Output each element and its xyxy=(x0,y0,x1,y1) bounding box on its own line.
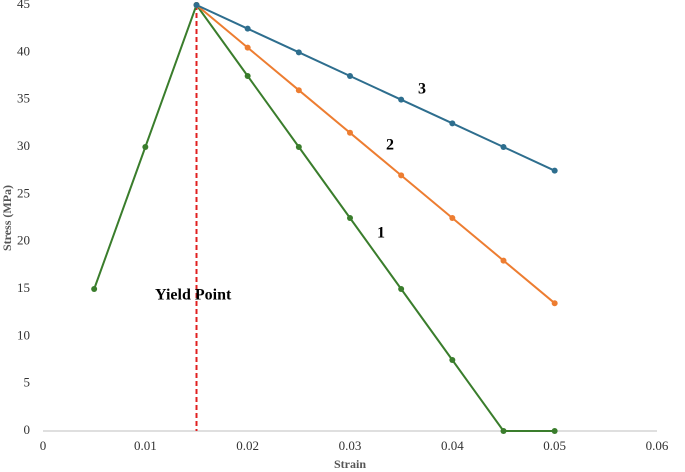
series-label: 3 xyxy=(418,81,426,98)
y-axis-label: Stress (MPa) xyxy=(0,185,14,251)
data-point xyxy=(244,25,251,32)
data-point xyxy=(500,144,507,150)
y-tick-label: 35 xyxy=(17,91,30,106)
data-point xyxy=(398,286,405,292)
data-point xyxy=(142,144,149,150)
data-point xyxy=(449,215,456,221)
series-line xyxy=(196,4,556,172)
x-tick-label: 0.03 xyxy=(339,438,362,453)
y-tick-label: 10 xyxy=(17,327,30,342)
series-line xyxy=(93,2,555,432)
data-point xyxy=(500,428,507,434)
x-tick-label: 0.05 xyxy=(543,438,566,453)
data-point xyxy=(244,44,251,51)
x-tick-label: 0.01 xyxy=(134,438,157,453)
yield-label: Yield Point xyxy=(155,287,232,304)
data-point xyxy=(398,96,405,103)
data-point xyxy=(193,2,200,8)
data-point xyxy=(295,87,302,94)
data-point xyxy=(551,428,558,434)
series-label: 1 xyxy=(377,225,385,242)
data-point xyxy=(551,300,558,307)
data-point xyxy=(295,49,302,56)
x-tick-label: 0.02 xyxy=(236,438,259,453)
series-line xyxy=(195,4,556,304)
y-tick-label: 30 xyxy=(17,138,30,153)
y-tick-label: 5 xyxy=(24,375,31,390)
x-tick-label: 0.04 xyxy=(441,438,464,453)
x-axis-label: Strain xyxy=(334,457,366,471)
data-point xyxy=(347,215,353,221)
data-point xyxy=(551,167,558,174)
series-label: 2 xyxy=(386,137,394,154)
data-point xyxy=(449,357,456,363)
data-point xyxy=(347,73,353,79)
y-tick-label: 0 xyxy=(24,422,31,437)
data-point xyxy=(500,257,507,264)
data-point xyxy=(244,73,251,79)
data-point xyxy=(347,129,353,136)
x-tick-label: 0.06 xyxy=(646,438,669,453)
data-point xyxy=(398,172,405,179)
data-point xyxy=(449,120,456,127)
y-tick-label: 40 xyxy=(17,43,30,58)
y-tick-label: 25 xyxy=(17,185,30,200)
y-tick-label: 15 xyxy=(17,280,30,295)
y-tick-label: 45 xyxy=(17,0,30,11)
y-tick-label: 20 xyxy=(17,233,30,248)
data-point xyxy=(91,286,98,292)
x-tick-label: 0 xyxy=(40,438,47,453)
data-point xyxy=(295,144,302,150)
